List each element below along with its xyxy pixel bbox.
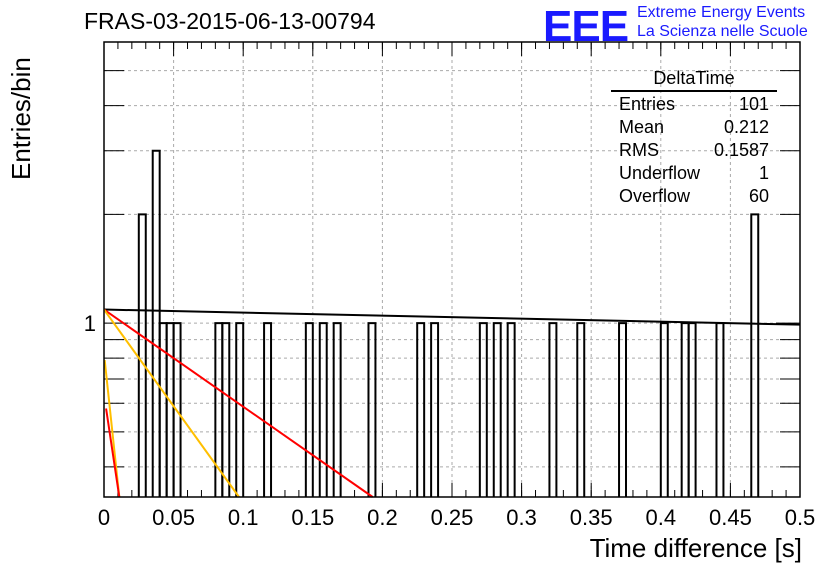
histogram-bin: [263, 322, 273, 497]
histogram-bin: [416, 322, 426, 497]
x-axis-label: Time difference [s]: [589, 533, 802, 563]
stats-box: DeltaTime Entries 101 Mean 0.212 RMS 0.1587…: [611, 68, 777, 208]
histogram-bin: [332, 322, 342, 497]
histogram-bin: [137, 213, 147, 497]
x-tick-label: 0.05: [152, 505, 195, 530]
stats-label: Entries: [619, 94, 676, 114]
y-tick-label: 1: [84, 311, 96, 336]
plot-frame: [103, 41, 801, 498]
histogram-bin: [492, 322, 502, 497]
y-axis-label: Entries/bin: [6, 57, 36, 180]
stats-row-mean: Mean 0.212: [611, 116, 777, 139]
stats-label: Underflow: [619, 163, 701, 183]
x-tick-label: 0.2: [367, 505, 398, 530]
stats-row-overflow: Overflow 60: [611, 185, 777, 208]
stats-label: Mean: [619, 117, 665, 137]
histogram-bin: [235, 322, 245, 497]
stats-value: 101: [738, 94, 769, 114]
stats-row-underflow: Underflow 1: [611, 162, 777, 185]
histogram-bin: [367, 322, 377, 497]
stats-row-rms: RMS 0.1587: [611, 139, 777, 162]
histogram-bin: [618, 322, 627, 497]
eee-logo: EEE: [543, 2, 629, 51]
chart-title: FRAS-03-2015-06-13-00794: [84, 8, 376, 34]
logo-caption: Extreme Energy Events La Scienza nelle S…: [637, 3, 808, 41]
fit-line: [103, 308, 240, 498]
fit-line: [103, 308, 374, 498]
stats-row-entries: Entries 101: [611, 93, 777, 116]
histogram-bin: [750, 213, 760, 497]
histogram-bin: [172, 322, 182, 497]
fit-line: [103, 308, 801, 326]
stats-value: 1: [758, 163, 769, 183]
logo-caption-line2: La Scienza nelle Scuole: [637, 23, 808, 40]
x-tick-label: 0.35: [570, 505, 613, 530]
histogram-bin: [506, 322, 516, 497]
x-tick-label: 0: [98, 505, 110, 530]
stats-value: 0.212: [723, 117, 769, 137]
histogram-bin: [318, 322, 328, 497]
stats-label: RMS: [619, 140, 659, 160]
histogram-bin: [304, 322, 314, 497]
x-tick-label: 0.3: [506, 505, 537, 530]
stats-value: 60: [748, 186, 769, 206]
histogram-bin: [659, 322, 669, 497]
x-tick-label: 0.15: [291, 505, 334, 530]
x-tick-label: 0.45: [709, 505, 752, 530]
stats-label: Overflow: [619, 186, 691, 206]
histogram-bin: [221, 322, 231, 497]
histogram-bin: [430, 322, 440, 497]
histogram-bin: [576, 322, 586, 497]
x-tick-label: 0.4: [646, 505, 677, 530]
histogram-bin: [548, 322, 558, 497]
fit-line: [105, 408, 121, 498]
histogram-bin: [478, 322, 488, 497]
x-tick-label: 0.5: [785, 505, 816, 530]
stats-title: DeltaTime: [611, 68, 777, 92]
stats-value: 0.1587: [713, 140, 769, 160]
x-tick-label: 0.1: [228, 505, 259, 530]
logo-caption-line1: Extreme Energy Events: [637, 4, 806, 21]
x-tick-label: 0.25: [431, 505, 474, 530]
